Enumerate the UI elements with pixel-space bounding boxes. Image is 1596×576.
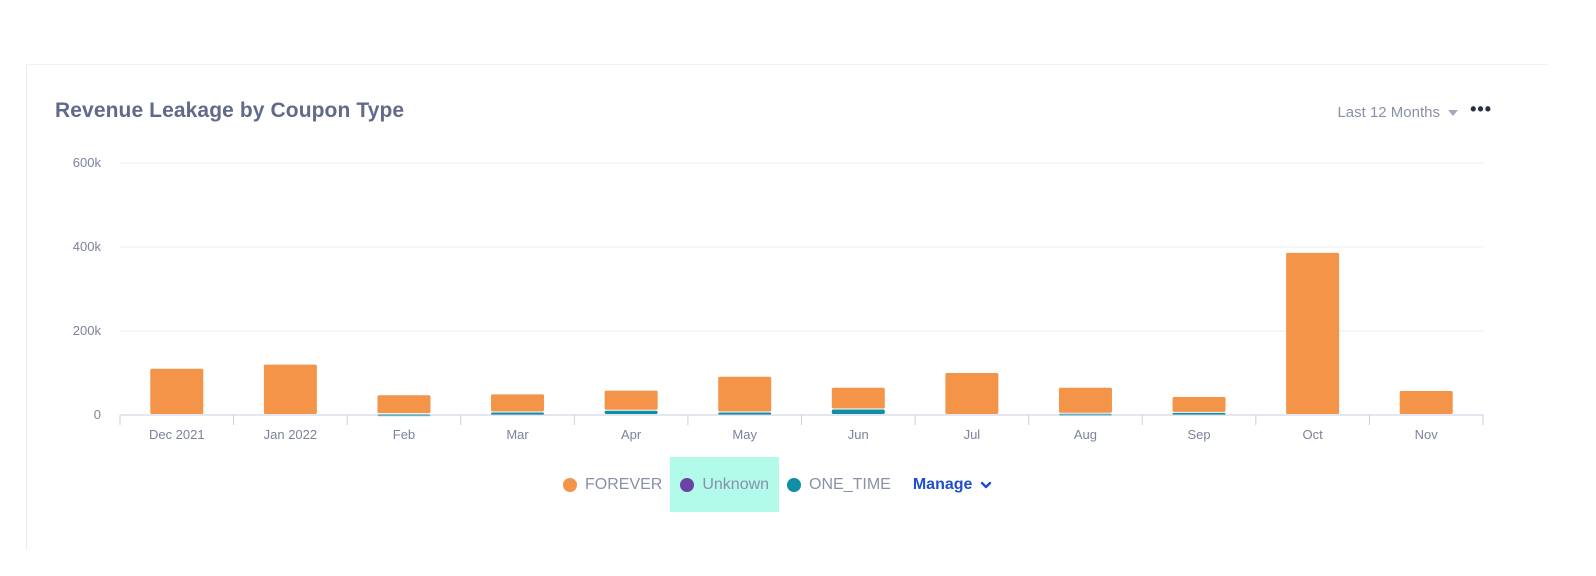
chart-title: Revenue Leakage by Coupon Type [55, 99, 405, 122]
x-tick-label: Nov [1415, 427, 1439, 442]
x-axis: Dec 2021 Jan 2022 Feb Mar Apr May Jun Jul Aug Sep… [119, 414, 1484, 442]
more-options-button[interactable]: ••• [1470, 99, 1492, 119]
legend-label-forever: FOREVER [585, 475, 663, 493]
bar-forever[interactable] [377, 395, 431, 414]
forever-dot-icon [563, 477, 577, 492]
bar-one-time[interactable] [491, 412, 545, 415]
period-label: Last 12 Months [1337, 104, 1440, 121]
bar-forever[interactable] [1286, 252, 1340, 414]
x-tick-label: Apr [621, 427, 642, 442]
y-tick-label: 600k [73, 155, 102, 170]
legend-label-one-time: ONE_TIME [809, 475, 891, 493]
x-tick-label: Aug [1074, 427, 1097, 442]
bar-one-time[interactable] [1172, 412, 1226, 415]
x-tick-label: Dec 2021 [149, 427, 205, 442]
y-tick-label: 400k [73, 239, 102, 254]
one-time-dot-icon [787, 477, 802, 492]
legend-item-one-time[interactable]: ONE_TIME [779, 457, 899, 512]
legend: FOREVER Unknown ONE_TIME Manage [555, 457, 992, 512]
bar-one-time[interactable] [718, 412, 772, 415]
legend-item-forever[interactable]: FOREVER [555, 457, 670, 512]
bar-forever[interactable] [491, 394, 545, 412]
legend-label-unknown: Unknown [702, 475, 770, 493]
bar-forever[interactable] [1399, 391, 1453, 414]
bar-forever[interactable] [945, 373, 999, 414]
x-tick-label: Sep [1187, 427, 1210, 442]
chart-card: Revenue Leakage by Coupon Type Last 12 M… [26, 64, 1548, 550]
bar-forever[interactable] [831, 387, 885, 409]
grid-lines [120, 162, 1483, 332]
x-tick-label: Jun [848, 427, 869, 442]
legend-item-unknown[interactable]: Unknown [670, 457, 780, 512]
y-tick-label: 200k [73, 323, 102, 338]
bar-forever[interactable] [718, 376, 772, 412]
x-tick-label: Jul [964, 427, 981, 442]
manage-label: Manage [912, 475, 973, 493]
period-dropdown[interactable]: Last 12 Months [1337, 104, 1458, 121]
y-tick-label: 0 [94, 407, 101, 422]
bar-forever[interactable] [1058, 387, 1112, 413]
bar-forever[interactable] [263, 364, 317, 414]
x-tick-label: Feb [393, 427, 415, 442]
y-axis: 0 200k 400k 600k [73, 155, 102, 422]
chevron-down-icon [981, 481, 992, 488]
caret-down-icon [1448, 109, 1458, 116]
x-tick-label: Jan 2022 [264, 427, 318, 442]
unknown-dot-icon [680, 477, 695, 492]
x-tick-label: Oct [1303, 427, 1324, 442]
bars [150, 252, 1453, 417]
bar-forever[interactable] [604, 390, 658, 410]
x-tick-label: May [732, 427, 757, 442]
manage-button[interactable]: Manage [899, 476, 993, 494]
bar-forever[interactable] [1172, 396, 1226, 412]
bar-forever[interactable] [150, 368, 204, 414]
bar-one-time[interactable] [604, 410, 658, 414]
x-tick-label: Mar [506, 427, 529, 442]
bar-one-time[interactable] [831, 409, 885, 414]
bar-chart: 0 200k 400k 600k Dec 2021 Jan 2022 Feb Mar Apr M… [73, 155, 1484, 442]
